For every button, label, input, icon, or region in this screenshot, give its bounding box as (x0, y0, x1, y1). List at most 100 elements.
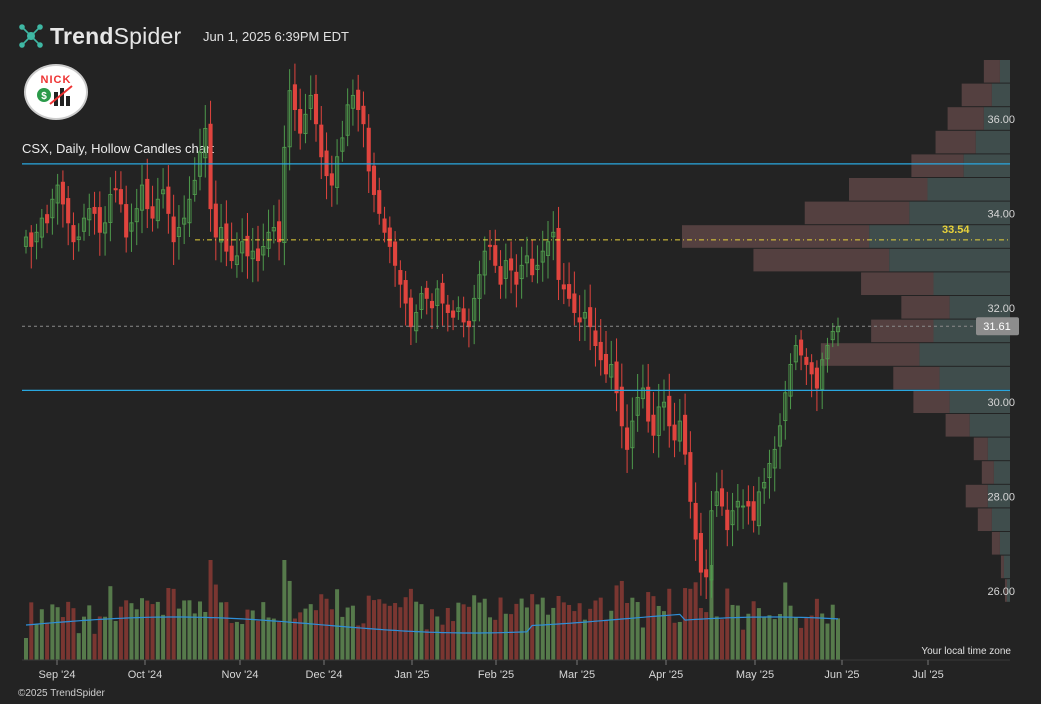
volume-bar (414, 601, 419, 660)
candle (835, 317, 841, 347)
y-tick-label: 28.00 (987, 492, 1015, 504)
candle (830, 322, 835, 348)
candle (704, 549, 709, 600)
candle (55, 173, 60, 225)
volume-bar (498, 597, 503, 660)
brand-header: TrendSpider (18, 20, 181, 52)
volume-bar (118, 606, 123, 660)
x-tick-label: Jun '25 (824, 669, 859, 681)
candle (335, 139, 340, 205)
candle (81, 203, 87, 241)
profile-buy-bar (963, 154, 1010, 177)
volume-bar (182, 600, 187, 660)
volume-bar (350, 605, 355, 660)
candle (97, 191, 102, 256)
candle (725, 491, 730, 547)
volume-bar (477, 602, 482, 660)
candle (45, 204, 50, 234)
candle (814, 360, 819, 412)
candle (551, 211, 556, 261)
timezone-label[interactable]: Your local time zone (921, 646, 1011, 657)
volume-bar (245, 609, 250, 660)
candle (145, 158, 150, 229)
candle (577, 295, 582, 342)
volume-bar (176, 608, 181, 660)
volume-bar (308, 604, 313, 660)
candle (445, 294, 450, 332)
profile-buy-bar (991, 83, 1010, 107)
candle (799, 330, 804, 371)
volume-bar (329, 609, 334, 660)
candle (751, 486, 756, 533)
profile-sell-bar (849, 178, 928, 201)
profile-buy-bar (889, 248, 1010, 272)
volume-bar (408, 588, 413, 660)
profile-buy-bar (993, 461, 1010, 484)
candle (71, 212, 76, 260)
candle (356, 74, 361, 132)
volume-bar (778, 613, 782, 660)
candle (667, 373, 672, 448)
candle (456, 296, 461, 320)
candle (414, 304, 419, 343)
x-tick-label: Sep '24 (39, 669, 76, 681)
volume-bar (340, 616, 345, 660)
x-tick-label: Feb '25 (478, 669, 514, 681)
candle (350, 79, 355, 126)
candle (598, 319, 603, 376)
candle (509, 241, 514, 294)
candle (229, 222, 234, 269)
candle (60, 170, 65, 228)
profile-buy-bar (987, 437, 1010, 461)
candle (371, 152, 377, 213)
candle (166, 165, 171, 234)
volume-bar (234, 621, 239, 660)
candle (134, 188, 139, 246)
volume-bar (372, 600, 376, 660)
candle (545, 220, 551, 279)
candle (76, 223, 81, 252)
volume-bar (735, 605, 740, 660)
volume-bar (203, 611, 208, 660)
candle (382, 206, 387, 243)
candle (477, 260, 482, 322)
y-tick-label: 36.00 (987, 114, 1015, 126)
volume-bar (171, 588, 176, 660)
volume-bar (161, 614, 166, 660)
profile-sell-bar (820, 343, 920, 366)
volume-bar (60, 617, 65, 660)
candle (735, 484, 740, 531)
candle (788, 353, 793, 410)
candle (197, 128, 203, 191)
candle (783, 380, 788, 440)
volume-bar (92, 633, 97, 660)
volume-bar (762, 616, 767, 660)
volume-bar (677, 621, 682, 660)
candle (683, 393, 688, 465)
candle (292, 63, 297, 131)
candle (361, 91, 366, 148)
volume-bar (314, 610, 318, 660)
volume-bar (403, 597, 408, 660)
profile-sell-bar (804, 201, 910, 225)
candle (277, 199, 282, 261)
candle (609, 340, 614, 390)
volume-bar (155, 601, 160, 660)
profile-buy-bar (919, 343, 1010, 366)
copyright: ©2025 TrendSpider (18, 688, 105, 699)
volume-bar (836, 618, 840, 660)
volume-bar (651, 596, 656, 660)
candle (308, 75, 313, 121)
volume-bar (809, 615, 814, 660)
candle (408, 289, 413, 346)
candle (661, 379, 667, 431)
profile-buy-bar (1006, 579, 1010, 602)
candle (113, 170, 118, 203)
candles (23, 63, 841, 600)
volume-bar (266, 617, 271, 660)
candle (103, 206, 108, 256)
volume-bar (140, 598, 144, 660)
candle (224, 200, 229, 267)
volume-bar (393, 603, 398, 660)
